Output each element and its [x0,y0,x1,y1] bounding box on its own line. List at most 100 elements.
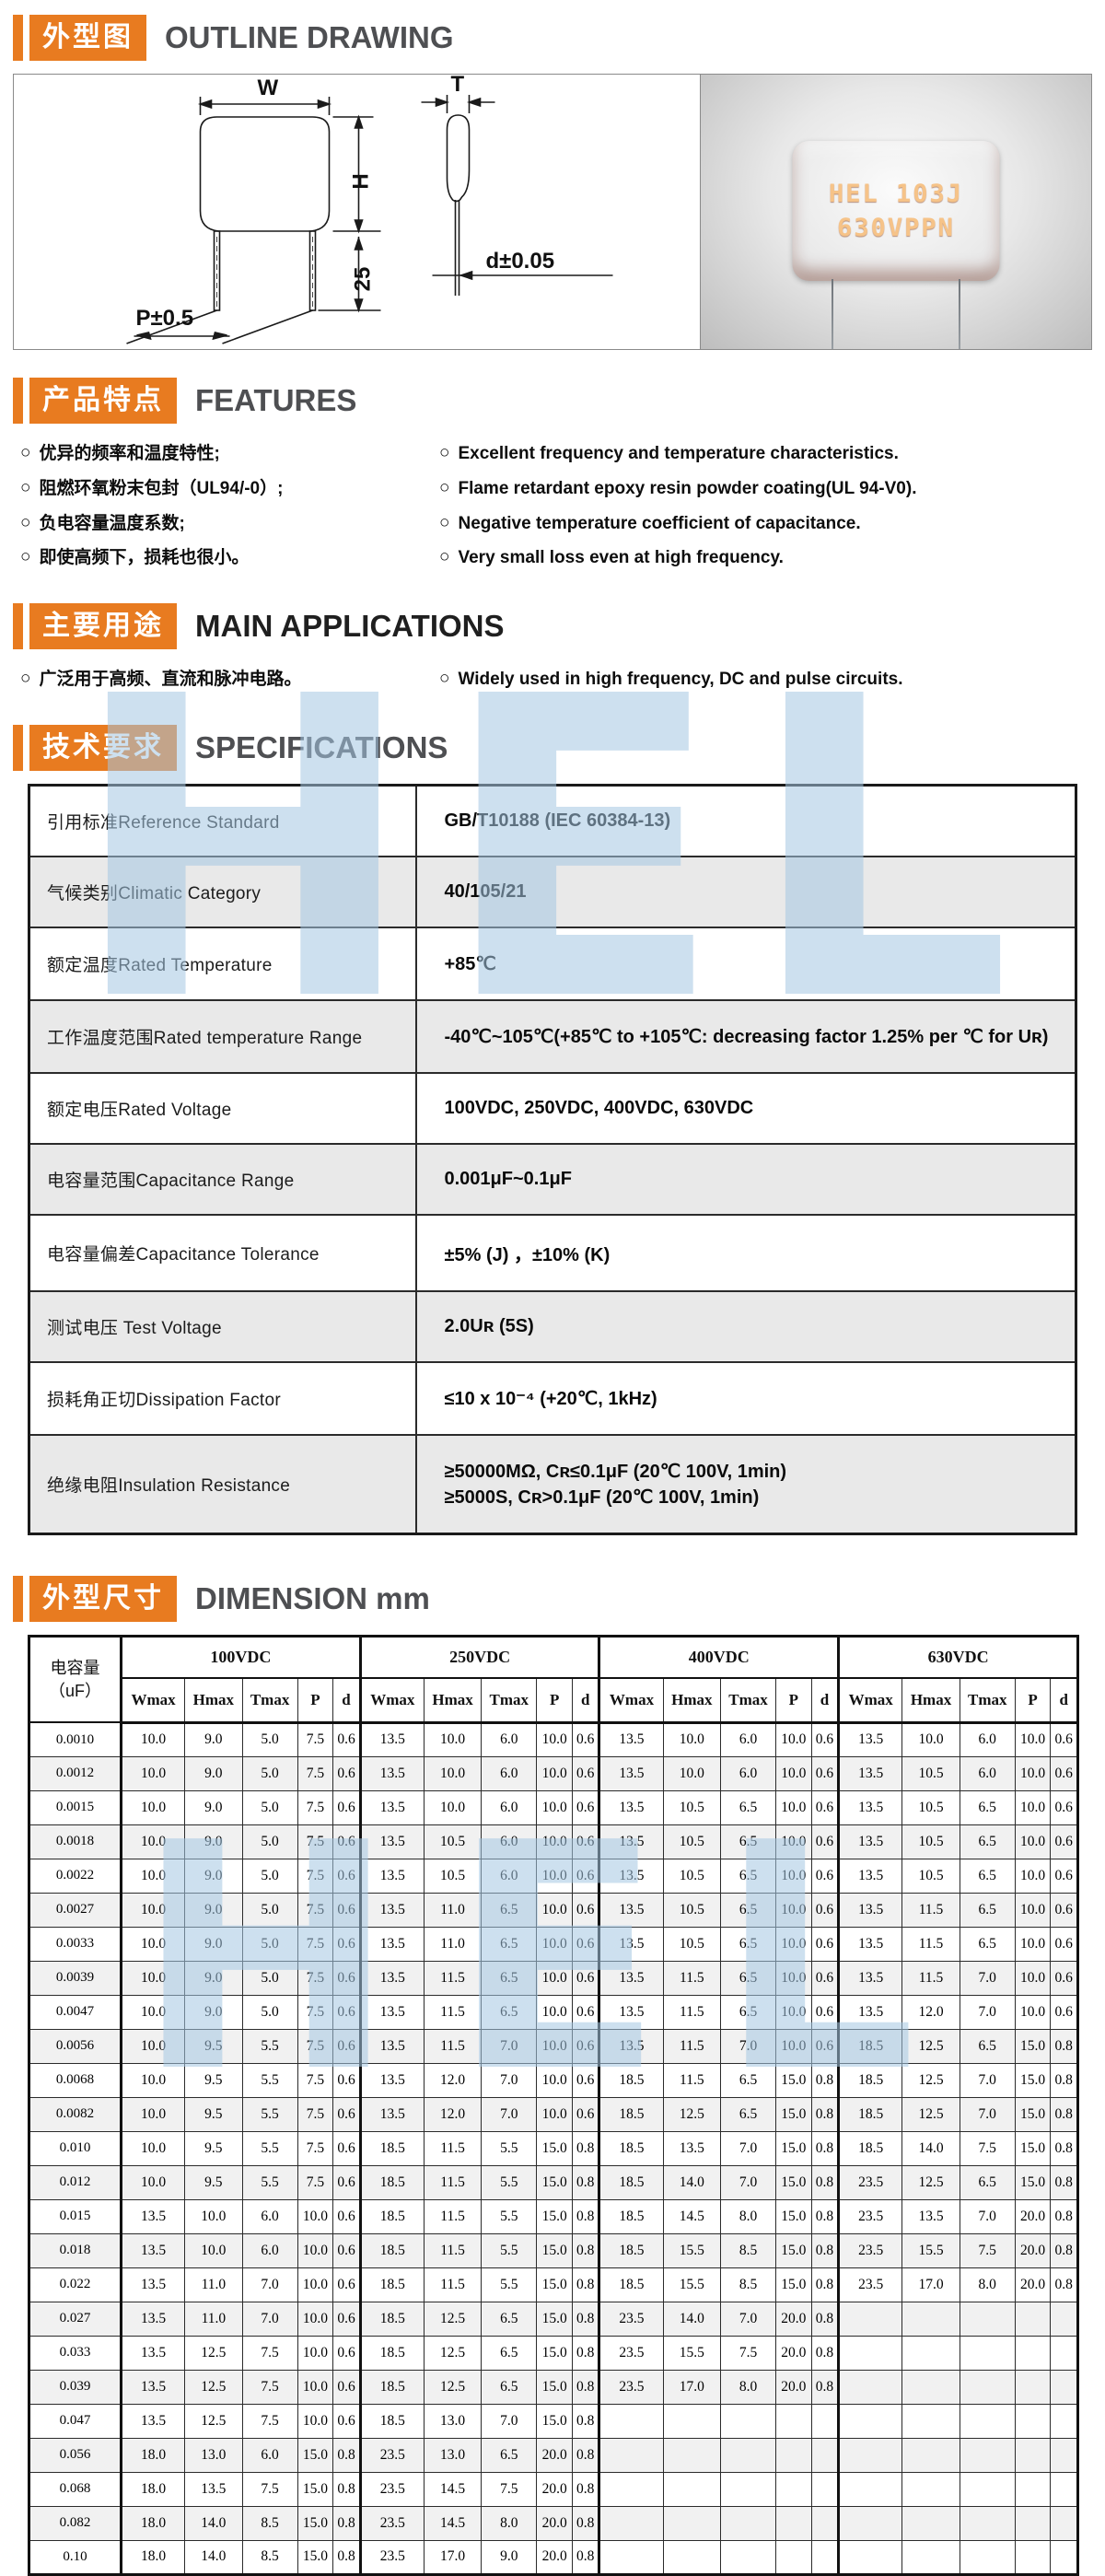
dim-cell: 0.6 [332,1755,361,1791]
dim-subcolumn-header: Hmax [662,1677,722,1724]
dim-cell: 8.5 [720,2267,776,2302]
accent-bar [13,15,23,61]
dim-cell: 0.8 [332,2505,361,2541]
dim-cell: 20.0 [536,2471,573,2507]
dim-cell [837,2403,903,2439]
accent-bar [13,603,23,649]
dim-cell: 0.6 [571,2028,600,2064]
spec-value-line: 0.001μF~0.1μF [444,1168,572,1189]
dim-cell: 0.8 [571,2198,600,2234]
dim-cell: 18.5 [837,2028,903,2064]
dim-cell: 0.8 [1050,2062,1078,2098]
dim-row: 0.0068 10.0 9.5 5.5 7.5 0.6 13.5 12.0 7.0 10.0 0.6… [29,2062,1078,2098]
dim-cell: 15.0 [536,2335,573,2371]
dim-cell [1014,2301,1052,2337]
dim-cell: 6.0 [241,2198,298,2234]
dim-cell: 18.5 [837,2096,903,2132]
dim-cell: 12.0 [901,1994,960,2030]
dim-cell: 14.5 [662,2198,722,2234]
accent-bar [13,378,23,424]
dim-cell: 0.8 [1050,2232,1078,2268]
dim-cell: 13.5 [119,2267,186,2302]
dim-cell: 5.0 [241,1892,298,1928]
dim-cell: 15.0 [536,2267,573,2302]
dim-cell: 11.5 [423,1960,483,1996]
dim-cell [959,2335,1016,2371]
dim-cell: 0.6 [332,2301,361,2337]
dim-cell: 12.5 [901,2096,960,2132]
bullet-circle-icon: ○ [20,477,31,497]
dim-cell [720,2437,776,2473]
dim-cell: 12.5 [184,2403,243,2439]
dim-cell: 10.0 [536,1824,573,1859]
dim-cell: 6.5 [720,1892,776,1928]
dim-cell: 15.0 [536,2369,573,2405]
dim-cell: 13.5 [358,1994,425,2030]
dim-capacitance-value: 0.022 [29,2267,122,2302]
dim-cell: 10.0 [119,2164,186,2200]
dim-cell: 0.6 [810,2028,840,2064]
dim-cell: 10.5 [662,1789,722,1825]
dim-voltage-group-header: 250VDC [358,1635,600,1680]
features-badge-label: 产品特点 [42,385,164,415]
dim-cell: 12.5 [423,2335,483,2371]
dim-cell: 14.5 [423,2505,483,2541]
dim-cell: 15.0 [297,2471,334,2507]
dim-cell: 11.5 [901,1892,960,1928]
dim-cell: 23.5 [358,2437,425,2473]
dim-cell: 6.5 [481,1892,538,1928]
dim-cell: 0.6 [571,1926,600,1962]
dim-cell: 7.5 [241,2471,298,2507]
dim-cell: 9.0 [184,1789,243,1825]
dim-cell: 18.5 [837,2130,903,2166]
dim-cell: 12.5 [662,2096,722,2132]
dim-cell: 15.0 [774,2130,812,2166]
dim-cell: 6.0 [481,1858,538,1894]
dim-capacitance-value: 0.068 [29,2471,122,2507]
dim-cell: 18.0 [119,2505,186,2541]
dim-cell: 0.6 [332,2369,361,2405]
dim-cell [1050,2369,1078,2405]
dim-subcolumn-header: d [332,1677,361,1724]
dimension-badge: 外型尺寸 [29,1575,177,1622]
dim-cell [901,2437,960,2473]
dim-cell [598,2505,664,2541]
bullet-circle-icon: ○ [439,477,450,497]
dim-cell [774,2539,812,2575]
dim-cell: 7.5 [959,2232,1016,2268]
bullet-text: 负电容量温度系数; [39,513,185,533]
dim-cell [1014,2471,1052,2507]
dim-cell: 6.5 [481,2335,538,2371]
outline-badge: 外型图 [29,15,146,61]
dim-cell [1050,2301,1078,2337]
dim-cell: 6.0 [241,2437,298,2473]
applications-badge-label: 主要用途 [42,611,164,641]
dim-cell: 15.0 [297,2539,334,2575]
dim-cell [837,2539,903,2575]
dim-cell: 7.0 [959,1994,1016,2030]
dimension-title: DIMENSION mm [195,1580,430,1615]
dim-cell: 0.6 [571,1755,600,1791]
dim-cell [1014,2539,1052,2575]
outline-section-header: 外型图 OUTLINE DRAWING [13,15,1105,61]
dim-cell: 6.0 [481,1789,538,1825]
dim-cell [959,2403,1016,2439]
dim-cell: 10.0 [1014,1721,1052,1757]
dim-cell [810,2539,840,2575]
dim-cell: 10.0 [536,1755,573,1791]
bullet-circle-icon: ○ [439,547,450,567]
dim-cell: 0.8 [810,2062,840,2098]
dim-cell: 10.0 [536,1789,573,1825]
dim-cell: 10.0 [536,2028,573,2064]
dim-cell: 7.5 [297,1994,334,2030]
dim-cell: 0.6 [332,1926,361,1962]
dim-cell [837,2471,903,2507]
dim-cell: 18.5 [598,2267,664,2302]
dimension-table: 电容量 （uF） 100VDC 250VDC 400VDC 630VDC Wmax Hmax T… [28,1634,1079,2576]
capacitor-body-outline [199,116,331,232]
spec-row-value: 2.0Uʀ (5S) [414,1289,1077,1363]
dim-cell: 10.0 [1014,1824,1052,1859]
dim-row: 0.0033 10.0 9.0 5.0 7.5 0.6 13.5 11.0 6.5 10.0 0.6… [29,1926,1078,1962]
dim-cell: 0.6 [810,1789,840,1825]
